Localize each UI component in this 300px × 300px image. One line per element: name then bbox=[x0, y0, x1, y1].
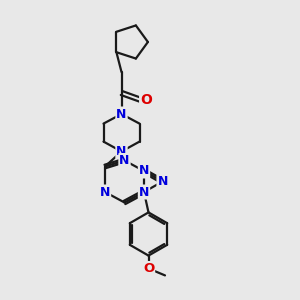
Text: N: N bbox=[158, 175, 168, 188]
Text: N: N bbox=[100, 185, 110, 199]
Text: N: N bbox=[116, 107, 127, 121]
Text: N: N bbox=[119, 154, 130, 167]
Text: N: N bbox=[139, 185, 149, 199]
Text: N: N bbox=[139, 164, 149, 178]
Text: N: N bbox=[116, 145, 127, 158]
Text: O: O bbox=[143, 262, 154, 275]
Text: O: O bbox=[140, 94, 152, 107]
